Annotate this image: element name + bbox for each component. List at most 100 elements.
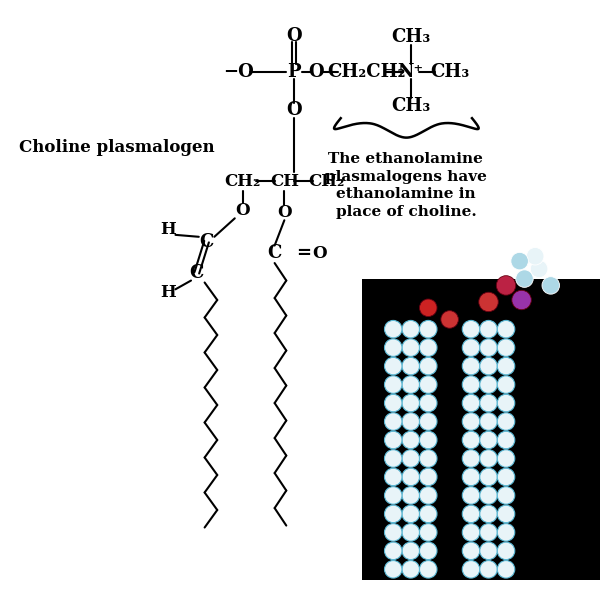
Circle shape bbox=[480, 542, 498, 560]
Text: CH₃: CH₃ bbox=[391, 97, 430, 115]
Circle shape bbox=[498, 524, 515, 541]
Circle shape bbox=[542, 277, 559, 294]
Circle shape bbox=[480, 339, 498, 356]
Circle shape bbox=[498, 560, 515, 578]
Circle shape bbox=[498, 450, 515, 467]
Circle shape bbox=[402, 450, 419, 467]
Circle shape bbox=[512, 290, 531, 310]
Circle shape bbox=[384, 394, 402, 412]
Circle shape bbox=[402, 542, 419, 560]
Circle shape bbox=[384, 358, 402, 375]
Circle shape bbox=[402, 339, 419, 356]
Circle shape bbox=[419, 413, 437, 430]
Circle shape bbox=[480, 394, 498, 412]
Text: plasmalogens have: plasmalogens have bbox=[325, 170, 487, 184]
Circle shape bbox=[419, 320, 437, 338]
Circle shape bbox=[419, 376, 437, 394]
Text: O: O bbox=[277, 204, 292, 221]
Circle shape bbox=[384, 413, 402, 430]
Circle shape bbox=[526, 247, 544, 265]
Circle shape bbox=[498, 394, 515, 412]
Circle shape bbox=[384, 431, 402, 449]
Circle shape bbox=[498, 320, 515, 338]
Circle shape bbox=[480, 487, 498, 504]
Circle shape bbox=[384, 487, 402, 504]
Circle shape bbox=[479, 292, 498, 311]
Text: O: O bbox=[286, 101, 302, 119]
Circle shape bbox=[419, 505, 437, 523]
Circle shape bbox=[384, 468, 402, 486]
Circle shape bbox=[419, 431, 437, 449]
Circle shape bbox=[419, 358, 437, 375]
Circle shape bbox=[462, 358, 480, 375]
Circle shape bbox=[462, 487, 480, 504]
Text: P: P bbox=[287, 62, 301, 80]
Circle shape bbox=[402, 413, 419, 430]
Circle shape bbox=[462, 320, 480, 338]
Circle shape bbox=[419, 487, 437, 504]
Circle shape bbox=[419, 468, 437, 486]
Circle shape bbox=[480, 376, 498, 394]
Circle shape bbox=[462, 450, 480, 467]
Circle shape bbox=[402, 431, 419, 449]
Circle shape bbox=[531, 260, 548, 278]
Circle shape bbox=[480, 468, 498, 486]
Text: O: O bbox=[312, 245, 327, 262]
Circle shape bbox=[480, 358, 498, 375]
Circle shape bbox=[480, 524, 498, 541]
Circle shape bbox=[511, 253, 528, 270]
Circle shape bbox=[480, 413, 498, 430]
Circle shape bbox=[462, 505, 480, 523]
Text: CH₃: CH₃ bbox=[430, 62, 469, 80]
Circle shape bbox=[498, 431, 515, 449]
Circle shape bbox=[384, 505, 402, 523]
Circle shape bbox=[402, 487, 419, 504]
Circle shape bbox=[402, 376, 419, 394]
Circle shape bbox=[419, 450, 437, 467]
Circle shape bbox=[384, 320, 402, 338]
Circle shape bbox=[462, 560, 480, 578]
Circle shape bbox=[384, 524, 402, 541]
Text: C: C bbox=[200, 233, 214, 251]
Circle shape bbox=[402, 560, 419, 578]
Text: H: H bbox=[160, 284, 176, 301]
Circle shape bbox=[402, 468, 419, 486]
Text: C: C bbox=[190, 264, 204, 282]
Circle shape bbox=[462, 542, 480, 560]
Circle shape bbox=[384, 376, 402, 394]
Circle shape bbox=[419, 542, 437, 560]
Text: CH₂CH₂: CH₂CH₂ bbox=[328, 62, 406, 80]
Circle shape bbox=[498, 339, 515, 356]
Circle shape bbox=[516, 270, 533, 287]
Text: O: O bbox=[235, 202, 250, 219]
Text: O: O bbox=[308, 62, 324, 80]
Circle shape bbox=[462, 524, 480, 541]
Circle shape bbox=[462, 413, 480, 430]
Circle shape bbox=[419, 524, 437, 541]
Circle shape bbox=[480, 450, 498, 467]
Text: CH₂: CH₂ bbox=[308, 173, 345, 190]
Circle shape bbox=[402, 320, 419, 338]
Text: place of choline.: place of choline. bbox=[335, 205, 476, 219]
Text: CH₂: CH₂ bbox=[225, 173, 261, 190]
Text: H: H bbox=[160, 221, 176, 238]
Circle shape bbox=[384, 450, 402, 467]
Circle shape bbox=[498, 468, 515, 486]
Text: ethanolamine in: ethanolamine in bbox=[336, 187, 476, 201]
Circle shape bbox=[480, 560, 498, 578]
Circle shape bbox=[384, 339, 402, 356]
Circle shape bbox=[462, 339, 480, 356]
Circle shape bbox=[419, 339, 437, 356]
Circle shape bbox=[462, 376, 480, 394]
Bar bbox=[362, 278, 600, 580]
Text: CH₃: CH₃ bbox=[391, 28, 430, 46]
Circle shape bbox=[384, 560, 402, 578]
Circle shape bbox=[498, 542, 515, 560]
Circle shape bbox=[498, 358, 515, 375]
Circle shape bbox=[402, 394, 419, 412]
Circle shape bbox=[496, 275, 516, 295]
Circle shape bbox=[402, 505, 419, 523]
Circle shape bbox=[480, 431, 498, 449]
Circle shape bbox=[419, 299, 437, 317]
Circle shape bbox=[480, 320, 498, 338]
